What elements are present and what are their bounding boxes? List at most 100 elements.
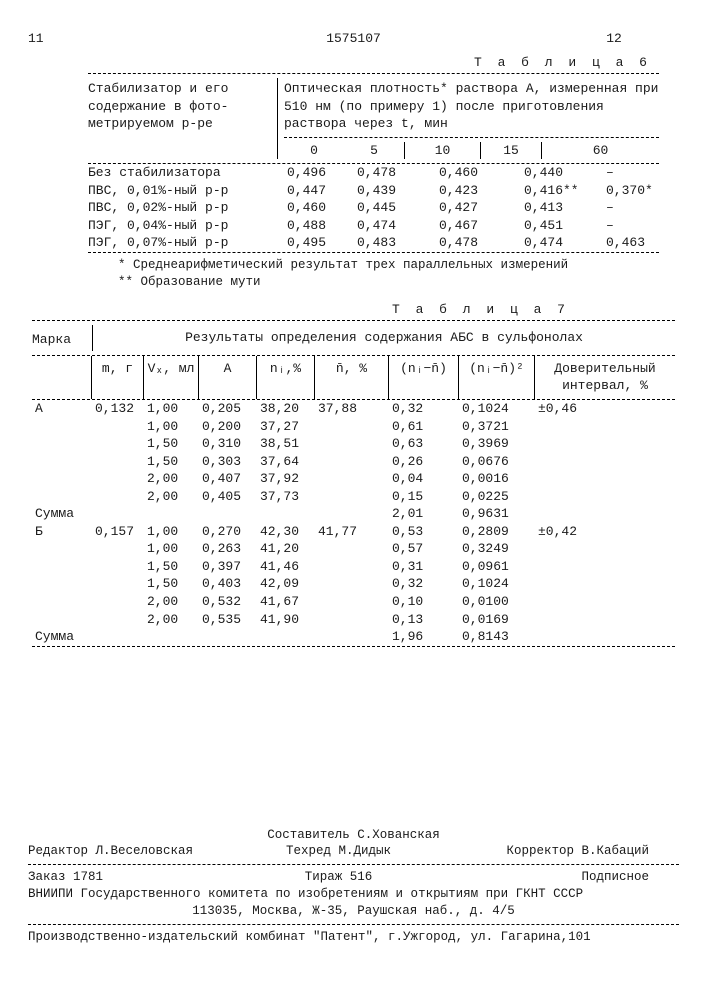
table7-row: 1,500,40342,090,320,1024 [32,575,675,593]
table6-head-left: Стабилизатор и его содержание в фото­мет… [88,78,278,159]
t7-cell-vx: 1,00 [144,418,199,436]
t7-cell-a: 0,403 [199,575,257,593]
t7-cell-nbar: 37,88 [315,400,389,418]
t6-cell: 0,416** [514,182,584,200]
table7-row: Сумма1,960,8143 [32,628,675,646]
table7: Марка Результаты определения содержания … [32,320,675,646]
table7-row: А0,1321,000,20538,2037,880,320,1024±0,46 [32,400,675,418]
t7-cell-ni: 42,30 [257,523,315,541]
imprint-order: Заказ 1781 [28,869,235,886]
t7-cell-dn2: 0,3249 [459,540,535,558]
t7-cell-ci [535,628,675,646]
t7-cell-dn2: 0,1024 [459,400,535,418]
t7-cell-a: 0,263 [199,540,257,558]
t7-cell-m [92,470,144,488]
t7-cell-a: 0,397 [199,558,257,576]
t7-cell-ci [535,453,675,471]
t7-cell-ci: ±0,46 [535,400,675,418]
t7-cell-ci [535,505,675,523]
t6-cell: – [584,217,659,235]
t6-row-label: ПВС, 0,01%-ный р-р [88,182,277,200]
t7-col-nbar: n̄, % [315,356,389,399]
t7-cell-dn2: 0,0169 [459,611,535,629]
t7-cell-dn: 0,61 [389,418,459,436]
t7-cell-dn2: 0,0016 [459,470,535,488]
t6-cell: 0,478 [347,164,417,182]
t7-cell-nbar [315,611,389,629]
t7-cell-vx: 2,00 [144,611,199,629]
t7-cell-m [92,488,144,506]
t7-cell-a: 0,405 [199,488,257,506]
t7-cell-a: 0,303 [199,453,257,471]
t7-col-dn2: (nᵢ−n̄)² [459,356,535,399]
table6-row: ПВС, 0,02%-ный р-р0,4600,4450,4270,413– [88,199,659,217]
table7-row: 1,500,31038,510,630,3969 [32,435,675,453]
t6-cell: – [584,164,659,182]
table7-label: Т а б л и ц а 7 [28,301,569,319]
t7-cell-marka: Сумма [32,505,92,523]
table7-row: 2,000,40737,920,040,0016 [32,470,675,488]
t7-cell-m: 0,157 [92,523,144,541]
t7-cell-nbar [315,558,389,576]
t7-cell-nbar [315,453,389,471]
t6-cell: 0,488 [277,217,347,235]
t6-cell: 0,483 [347,234,417,252]
patent-number: 1575107 [158,30,549,48]
t7-cell-vx: 1,50 [144,575,199,593]
t7-cell-dn2: 0,0100 [459,593,535,611]
t7-cell-marka: Б [32,523,92,541]
t7-cell-dn: 0,04 [389,470,459,488]
t7-cell-ni [257,628,315,646]
imprint-vniipi2: 113035, Москва, Ж-35, Раушская наб., д. … [28,903,679,920]
t7-cell-nbar [315,540,389,558]
page-col-left: 11 [28,30,158,48]
t6-cell: 0,451 [514,217,584,235]
t6-row-label: ПЭГ, 0,04%-ный р-р [88,217,277,235]
table7-body: А0,1321,000,20538,2037,880,320,1024±0,46… [32,400,675,646]
t7-cell-a: 0,270 [199,523,257,541]
t7-cell-marka [32,435,92,453]
t7-cell-dn: 0,10 [389,593,459,611]
t7-cell-dn2: 0,0676 [459,453,535,471]
t7-cell-m [92,558,144,576]
table6-label: Т а б л и ц а 6 [28,54,651,72]
t6-cell: 0,463 [584,234,659,252]
t7-cell-dn2: 0,8143 [459,628,535,646]
footnote-2: ** Образование мути [118,274,679,291]
t7-cell-nbar [315,488,389,506]
t7-cell-marka [32,453,92,471]
t7-cell-ni: 38,20 [257,400,315,418]
t7-cell-vx: 2,00 [144,488,199,506]
t7-cell-m: 0,132 [92,400,144,418]
t7-cell-vx [144,628,199,646]
t7-cell-ni: 38,51 [257,435,315,453]
t7-cell-vx: 1,00 [144,523,199,541]
t7-cell-nbar [315,418,389,436]
t7-cell-marka [32,488,92,506]
table7-row: 2,000,40537,730,150,0225 [32,488,675,506]
t7-cell-marka [32,558,92,576]
t7-col-vx: Vₓ, мл [144,356,199,399]
t7-cell-vx: 1,50 [144,435,199,453]
t7-cell-nbar [315,505,389,523]
t7-cell-ci [535,540,675,558]
t7-cell-vx: 1,00 [144,540,199,558]
table6-row: ПЭГ, 0,04%-ный р-р0,4880,4740,4670,451– [88,217,659,235]
t7-cell-m [92,435,144,453]
t6-cell: 0,460 [277,199,347,217]
t7-cell-dn2: 0,1024 [459,575,535,593]
t7-cell-dn2: 0,2809 [459,523,535,541]
t7-head-marka: Марка [32,325,93,351]
t7-cell-a: 0,407 [199,470,257,488]
t7-cell-ni: 37,92 [257,470,315,488]
t7-cell-dn2: 0,0961 [459,558,535,576]
t6-cell: 0,474 [347,217,417,235]
t6-cell: – [584,199,659,217]
t7-cell-nbar [315,435,389,453]
t7-cell-vx [144,505,199,523]
t6-row-label: ПЭГ, 0,07%-ный р-р [88,234,277,252]
t7-cell-m [92,628,144,646]
table6-row: ПВС, 0,01%-ный р-р0,4470,4390,4230,416**… [88,182,659,200]
footnote-1: * Среднеарифметический результат трех па… [118,257,679,274]
table6-row: Без стабилизатора0,4960,4780,4600,440– [88,164,659,182]
